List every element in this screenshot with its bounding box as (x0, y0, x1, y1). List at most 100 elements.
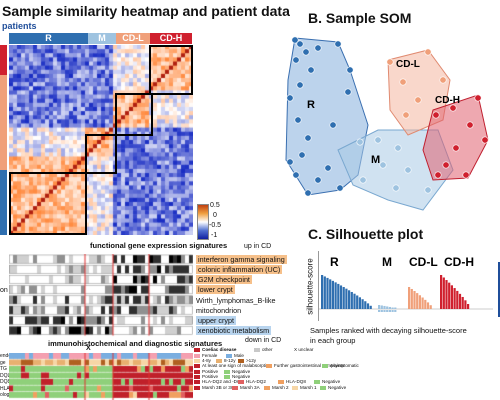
som-point (392, 184, 400, 192)
silhouette-bar-neg (386, 310, 389, 312)
silhouette-plot: R M CD-L CD-H (318, 251, 493, 321)
signature-label-3: lower crypt (196, 285, 235, 294)
legend-item: HLA-DQ2 and -DQ8 (194, 379, 243, 384)
legend-swatch (194, 374, 200, 379)
silhouette-bar (380, 305, 383, 309)
silhouette-bar (440, 275, 443, 309)
som-point (424, 48, 432, 56)
silhouette-bar (339, 285, 343, 309)
colorbar-tick-3: -1 (211, 232, 218, 239)
som-point (334, 40, 342, 48)
colorbar-tick-2: -0.5 (209, 222, 222, 229)
legend-swatch (232, 385, 238, 390)
legend-text: 4-8y (202, 358, 211, 363)
silhouette-bar (323, 276, 326, 309)
silhouette-bar (394, 307, 397, 309)
som-point (402, 111, 410, 119)
signatures-header: functional gene expression signatures (90, 241, 228, 250)
legend-item: other (254, 347, 272, 352)
som-point (336, 184, 344, 192)
immuno-row-label: DQ8 (0, 379, 11, 385)
legend-text: Coeliac disease (202, 347, 237, 352)
silhouette-right-edge (498, 262, 500, 317)
silhouette-bar (418, 295, 421, 309)
sil-label-m: M (382, 255, 392, 269)
signature-label-6: upper crypt (196, 316, 236, 325)
silhouette-caption-2: in each group (310, 336, 356, 345)
silhouette-bar (426, 302, 430, 309)
legend-item: 8-12y (216, 358, 236, 363)
legend-swatch (226, 353, 232, 358)
som-point (314, 44, 322, 52)
som-point (296, 40, 304, 48)
silhouette-bar (334, 282, 337, 309)
legend-item: HLA-DQ2 (238, 379, 266, 384)
silhouette-bar (461, 296, 464, 309)
silhouette-bar (410, 288, 413, 309)
legend-swatch (194, 353, 200, 358)
silhouette-bar (408, 287, 411, 309)
som-point (386, 58, 394, 66)
som-point (356, 138, 364, 146)
colorbar-tick-1: 0 (213, 212, 217, 219)
sil-label-cdh: CD-H (444, 255, 474, 269)
silhouette-bar (421, 297, 424, 309)
legend-item: Coeliac disease (194, 347, 236, 352)
som-point (449, 104, 457, 112)
som-point (296, 81, 304, 89)
som-point (481, 136, 489, 144)
legend-text: X unclear (294, 347, 314, 352)
legend-swatch (278, 379, 284, 384)
legend-text: Marsh 3A (240, 385, 260, 390)
legend-text: 8-12y (224, 358, 236, 363)
som-point (292, 56, 300, 64)
legend-swatch (238, 379, 244, 384)
legend-text: Positive (202, 374, 219, 379)
legend-swatch (254, 347, 260, 352)
immuno-grid (9, 353, 193, 400)
silhouette-bar (350, 291, 353, 309)
group-bar-cdh-label: CD-H (159, 33, 183, 43)
silhouette-bar-neg (383, 310, 386, 312)
block-cdl (115, 93, 153, 136)
som-point (432, 111, 440, 119)
row-strip-r (0, 170, 7, 235)
silhouette-bar (369, 305, 372, 309)
legend-swatch (292, 385, 298, 390)
immuno-row-label: TG (0, 366, 7, 372)
som-point (462, 171, 470, 179)
som-label-m: M (371, 154, 380, 166)
signature-label-1: colonic inflammation (UC) (196, 265, 283, 274)
legend-swatch (194, 385, 200, 390)
sil-label-r: R (330, 255, 339, 269)
legend-item: Negative (320, 385, 346, 390)
silhouette-bar (348, 290, 351, 309)
immuno-legend: Coeliac disease other X unclear Female Male 4… (194, 347, 364, 400)
silhouette-bar (356, 295, 359, 309)
som-point (307, 66, 315, 74)
som-point (298, 151, 306, 159)
legend-text: Male (234, 353, 244, 358)
legend-text: Negative (328, 385, 347, 390)
immuno-row-label: ology (0, 392, 12, 398)
legend-item: Negative (314, 379, 340, 384)
legend-item: Further gastrointestinal complaints (266, 363, 344, 368)
som-label-cdl: CD-L (396, 59, 420, 70)
group-bar-m-label: M (98, 33, 106, 43)
signature-bars (9, 254, 193, 338)
legend-text: HLA-DQ8 (286, 379, 306, 384)
signature-label-2: G2M checkpoint (196, 275, 252, 284)
legend-swatch (264, 385, 270, 390)
som-point (399, 78, 407, 86)
silhouette-bar (453, 288, 456, 309)
silhouette-bar (388, 306, 391, 309)
som-point (474, 94, 482, 102)
legend-text: HLA-DQ2 and -DQ8 (202, 379, 244, 384)
silhouette-bar (364, 301, 367, 309)
silhouette-bar (386, 306, 389, 309)
som-point (292, 171, 300, 179)
silhouette-bar-neg (394, 310, 397, 312)
legend-swatch (194, 358, 200, 363)
som-point (374, 136, 382, 144)
silhouette-bar-neg (380, 310, 383, 312)
